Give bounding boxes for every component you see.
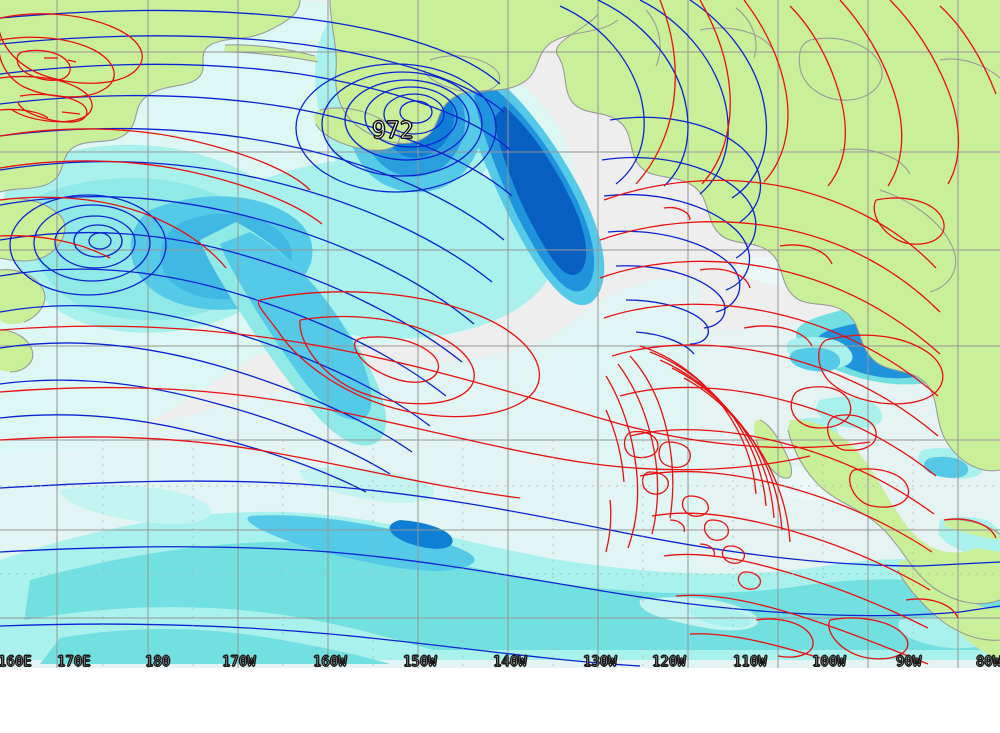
lon-label: 90W: [895, 654, 922, 671]
footer: Precipitation [mm] GFS Sa 10-01-2026 00.…: [0, 668, 1000, 733]
lon-label: 170W: [222, 654, 257, 671]
lon-label: 160W: [313, 654, 348, 671]
lon-label: 160E: [0, 654, 32, 671]
lon-label: 80W: [975, 654, 1000, 671]
longitude-axis: 160E 170E 180 170W 160W 150W 140W 130W 1…: [0, 654, 1000, 672]
lon-label: 120W: [652, 654, 687, 671]
isobars-high: [0, 0, 997, 665]
lon-label: 140W: [493, 654, 528, 671]
minor-grid: [0, 440, 1000, 668]
map-svg: [0, 0, 1000, 668]
pressure-center-label: 972: [372, 118, 415, 145]
lon-label: 110W: [733, 654, 768, 671]
lon-label: 150W: [403, 654, 438, 671]
map-canvas[interactable]: 972: [0, 0, 1000, 668]
lon-label: 170E: [57, 654, 92, 671]
lon-label: 180: [144, 654, 171, 671]
lon-label: 100W: [812, 654, 847, 671]
lon-label: 130W: [583, 654, 618, 671]
